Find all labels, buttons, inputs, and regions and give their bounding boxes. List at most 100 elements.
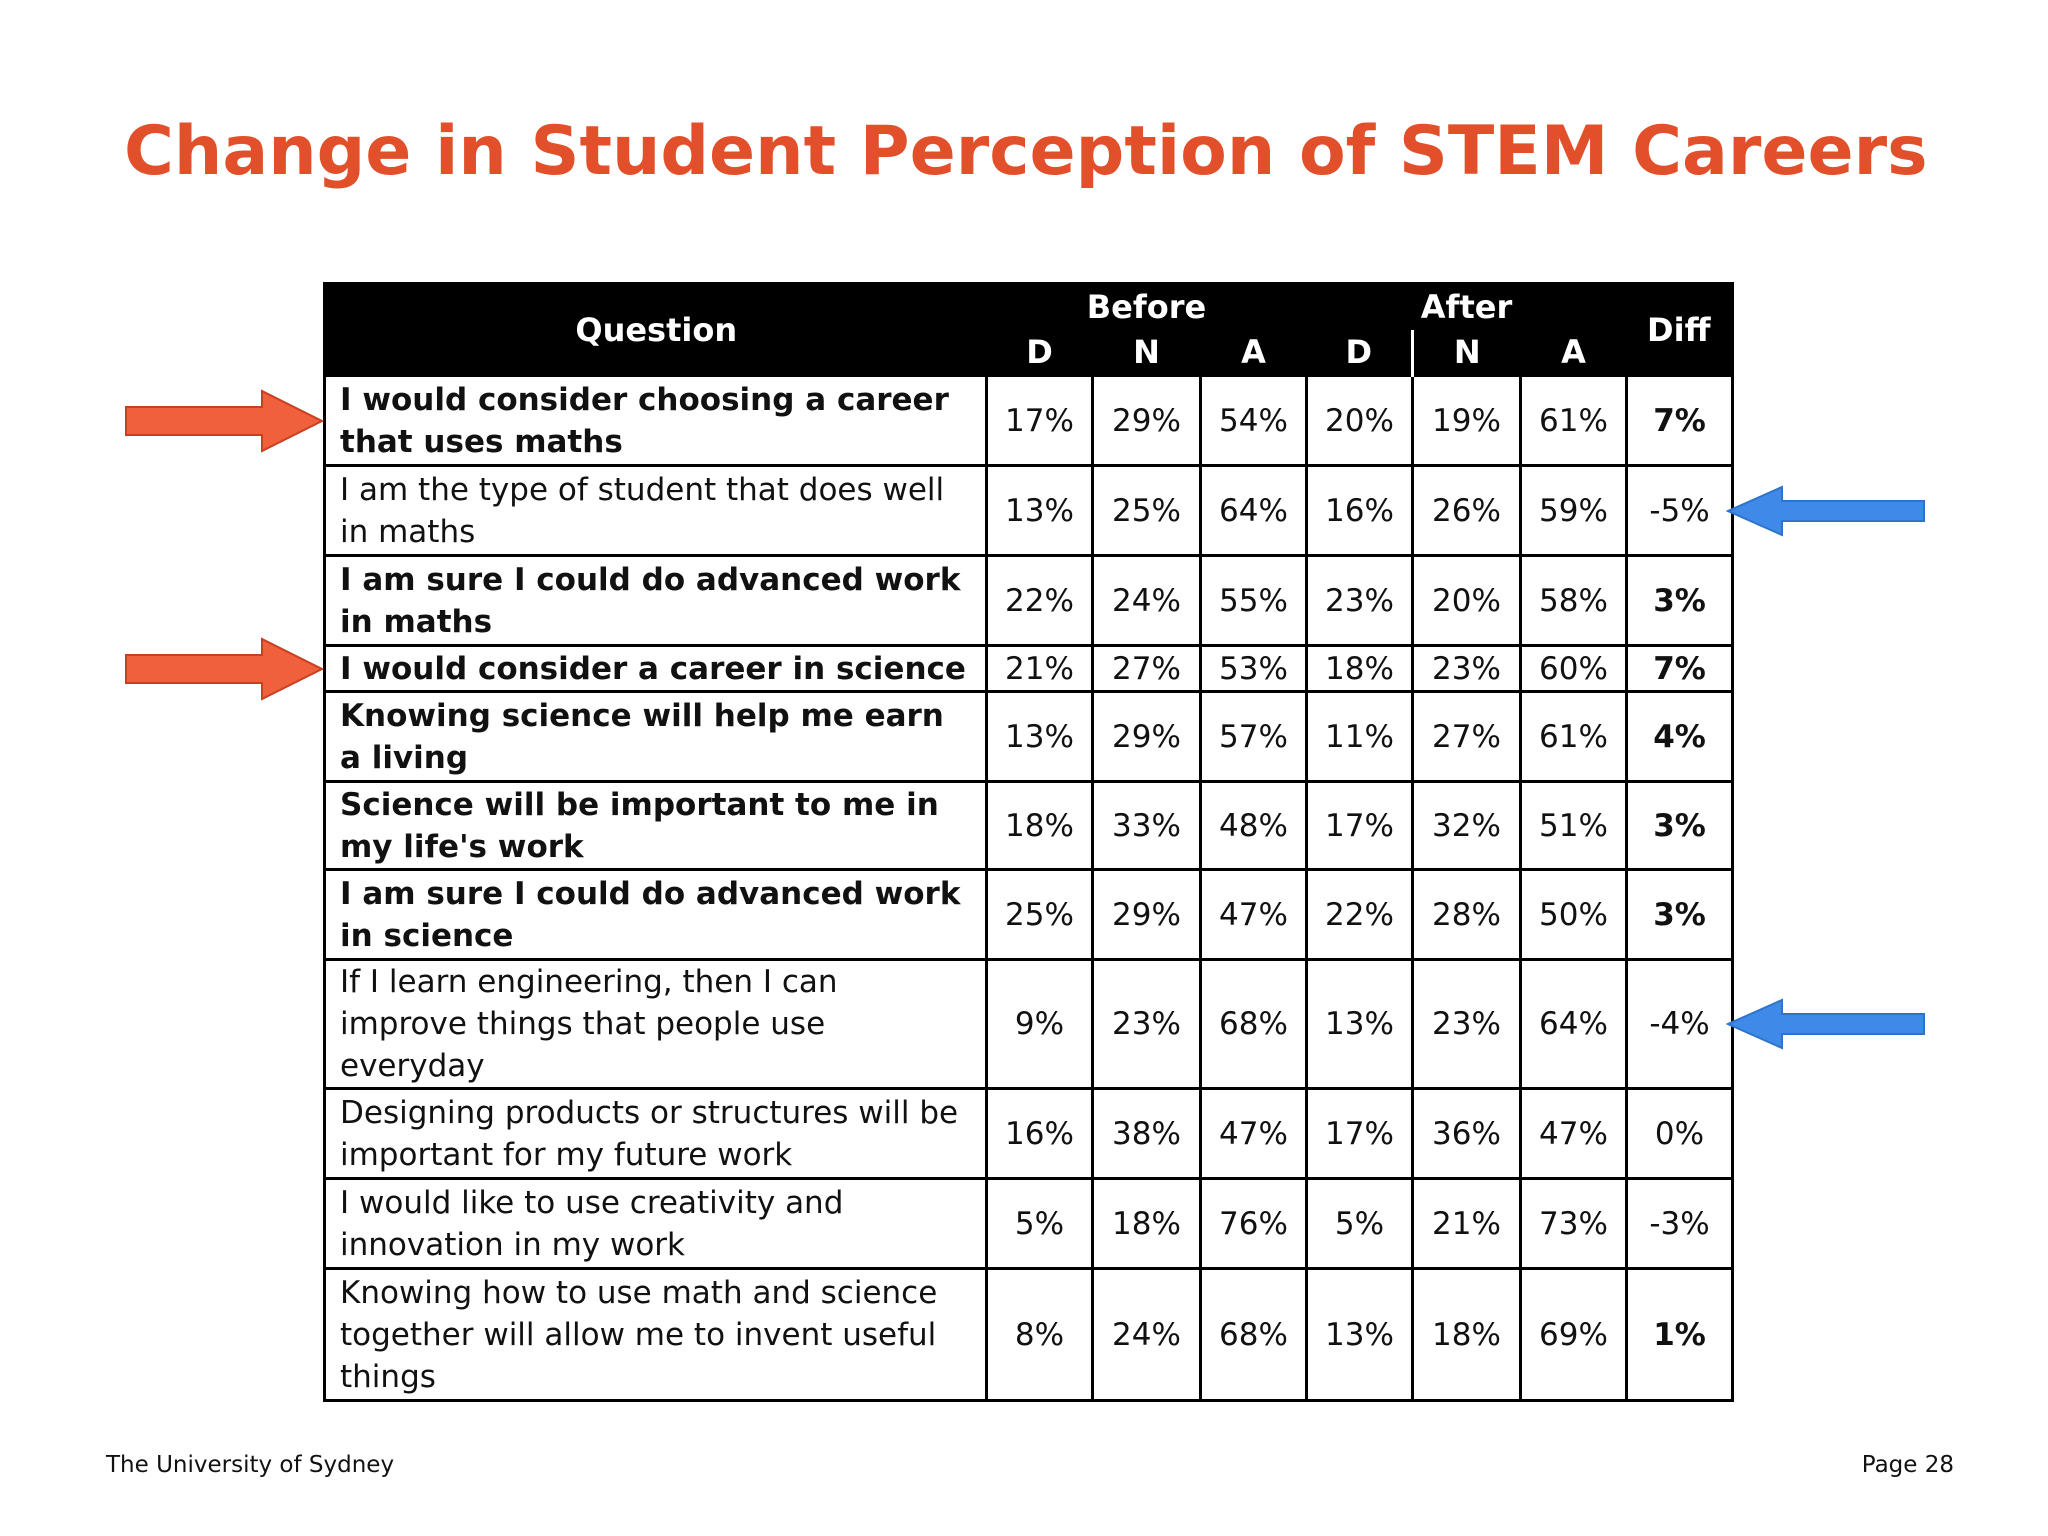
diff-cell: 3% xyxy=(1625,554,1735,647)
table-row: I would consider choosing a career that … xyxy=(323,374,1735,467)
after-n-cell: 26% xyxy=(1411,464,1522,557)
table-row: Science will be important to me in my li… xyxy=(323,780,1735,871)
after-a-cell: 50% xyxy=(1518,868,1629,961)
right-arrow-icon xyxy=(125,636,324,701)
diff-cell: 3% xyxy=(1625,780,1735,871)
after-n-cell: 28% xyxy=(1411,868,1522,961)
question-cell: I am sure I could do advanced work in sc… xyxy=(323,868,988,961)
question-cell: If I learn engineering, then I can impro… xyxy=(323,958,988,1090)
after-d-header: D xyxy=(1306,329,1413,376)
before-d-cell: 17% xyxy=(985,374,1094,467)
before-n-cell: 29% xyxy=(1091,868,1202,961)
diff-cell: 3% xyxy=(1625,868,1735,961)
left-arrow-icon xyxy=(1726,484,1925,537)
before-a-cell: 76% xyxy=(1199,1177,1308,1270)
table-body: I would consider choosing a career that … xyxy=(323,374,1735,1402)
after-header: After xyxy=(1306,283,1627,330)
table-row: Knowing how to use math and science toge… xyxy=(323,1267,1735,1402)
after-n-cell: 32% xyxy=(1411,780,1522,871)
after-a-cell: 73% xyxy=(1518,1177,1629,1270)
before-n-cell: 18% xyxy=(1091,1177,1202,1270)
before-a-cell: 47% xyxy=(1199,868,1308,961)
before-d-cell: 22% xyxy=(985,554,1094,647)
before-n-cell: 24% xyxy=(1091,554,1202,647)
after-n-cell: 23% xyxy=(1411,644,1522,693)
question-header: Question xyxy=(324,283,987,376)
before-a-cell: 53% xyxy=(1199,644,1308,693)
question-cell: Knowing science will help me earn a livi… xyxy=(323,690,988,783)
after-a-cell: 69% xyxy=(1518,1267,1629,1402)
before-a-cell: 64% xyxy=(1199,464,1308,557)
before-a-cell: 54% xyxy=(1199,374,1308,467)
before-d-cell: 21% xyxy=(985,644,1094,693)
left-arrow-icon xyxy=(1726,998,1925,1050)
after-a-cell: 58% xyxy=(1518,554,1629,647)
after-n-cell: 23% xyxy=(1411,958,1522,1090)
before-n-cell: 24% xyxy=(1091,1267,1202,1402)
after-a-cell: 59% xyxy=(1518,464,1629,557)
table-row: I would consider a career in science 21% 2… xyxy=(323,644,1735,693)
table-row: I am sure I could do advanced work in ma… xyxy=(323,554,1735,647)
after-a-cell: 47% xyxy=(1518,1087,1629,1180)
before-a-header: A xyxy=(1200,329,1307,376)
after-d-cell: 17% xyxy=(1305,780,1414,871)
table-row: I am sure I could do advanced work in sc… xyxy=(323,868,1735,961)
before-n-cell: 38% xyxy=(1091,1087,1202,1180)
question-cell: I would consider a career in science xyxy=(323,644,988,693)
before-a-cell: 48% xyxy=(1199,780,1308,871)
before-d-cell: 18% xyxy=(985,780,1094,871)
before-d-cell: 16% xyxy=(985,1087,1094,1180)
after-n-cell: 27% xyxy=(1411,690,1522,783)
after-a-cell: 64% xyxy=(1518,958,1629,1090)
table-row: I am the type of student that does well … xyxy=(323,464,1735,557)
perception-table: Question Before After Diff D N A D N A I… xyxy=(323,282,1735,1402)
table-row: I would like to use creativity and innov… xyxy=(323,1177,1735,1270)
table-row: Knowing science will help me earn a livi… xyxy=(323,690,1735,783)
after-a-cell: 60% xyxy=(1518,644,1629,693)
before-a-cell: 68% xyxy=(1199,958,1308,1090)
before-a-cell: 47% xyxy=(1199,1087,1308,1180)
after-n-cell: 21% xyxy=(1411,1177,1522,1270)
after-d-cell: 13% xyxy=(1305,1267,1414,1402)
footer-institution: The University of Sydney xyxy=(106,1452,395,1478)
question-cell: Designing products or structures will be… xyxy=(323,1087,988,1180)
after-a-cell: 61% xyxy=(1518,374,1629,467)
before-a-cell: 68% xyxy=(1199,1267,1308,1402)
before-d-cell: 5% xyxy=(985,1177,1094,1270)
after-d-cell: 5% xyxy=(1305,1177,1414,1270)
after-d-cell: 22% xyxy=(1305,868,1414,961)
after-d-cell: 20% xyxy=(1305,374,1414,467)
before-n-header: N xyxy=(1092,329,1201,376)
table-row: Designing products or structures will be… xyxy=(323,1087,1735,1180)
before-d-cell: 13% xyxy=(985,690,1094,783)
after-d-cell: 16% xyxy=(1305,464,1414,557)
before-d-cell: 8% xyxy=(985,1267,1094,1402)
question-cell: Science will be important to me in my li… xyxy=(323,780,988,871)
diff-cell: 1% xyxy=(1625,1267,1735,1402)
diff-cell: -3% xyxy=(1625,1177,1735,1270)
diff-header: Diff xyxy=(1626,283,1733,376)
after-d-cell: 11% xyxy=(1305,690,1414,783)
before-n-cell: 25% xyxy=(1091,464,1202,557)
after-a-header: A xyxy=(1520,329,1627,376)
after-d-cell: 13% xyxy=(1305,958,1414,1090)
before-header: Before xyxy=(986,283,1307,330)
after-n-cell: 20% xyxy=(1411,554,1522,647)
after-d-cell: 18% xyxy=(1305,644,1414,693)
before-n-cell: 23% xyxy=(1091,958,1202,1090)
diff-cell: 0% xyxy=(1625,1087,1735,1180)
before-d-cell: 9% xyxy=(985,958,1094,1090)
diff-cell: -4% xyxy=(1625,958,1735,1090)
diff-cell: 7% xyxy=(1625,374,1735,467)
before-d-header: D xyxy=(986,329,1093,376)
before-a-cell: 55% xyxy=(1199,554,1308,647)
before-n-cell: 29% xyxy=(1091,374,1202,467)
question-cell: I am sure I could do advanced work in ma… xyxy=(323,554,988,647)
before-n-cell: 33% xyxy=(1091,780,1202,871)
before-n-cell: 27% xyxy=(1091,644,1202,693)
after-n-header: N xyxy=(1411,329,1521,376)
diff-cell: 4% xyxy=(1625,690,1735,783)
diff-cell: 7% xyxy=(1625,644,1735,693)
table-header: Question Before After Diff D N A D N A xyxy=(324,283,1733,376)
after-n-cell: 19% xyxy=(1411,374,1522,467)
